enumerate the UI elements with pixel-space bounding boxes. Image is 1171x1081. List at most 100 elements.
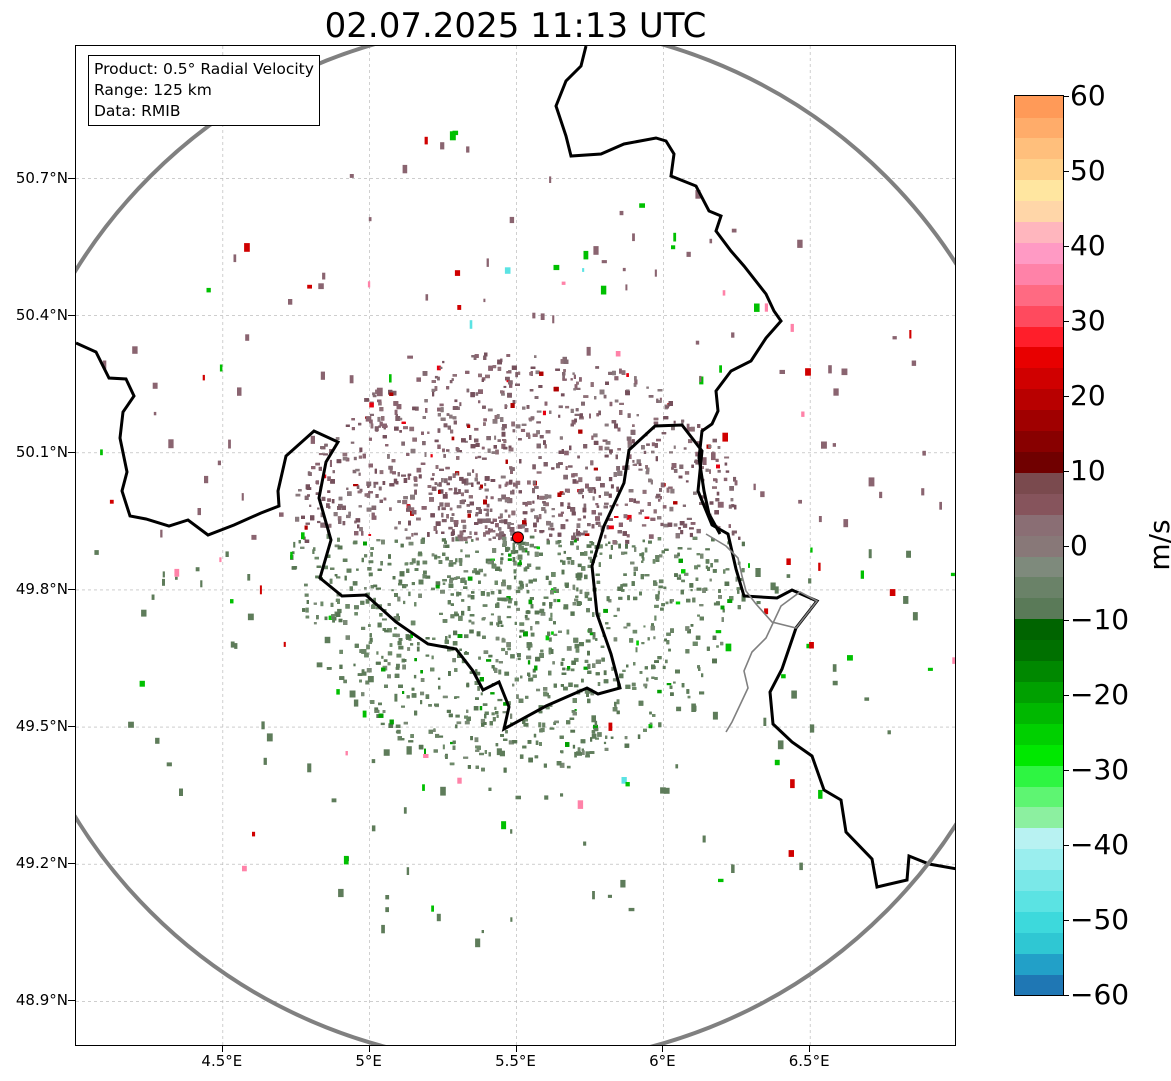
map-title: 02.07.2025 11:13 UTC (324, 6, 707, 46)
lat-tick (68, 177, 75, 179)
colorbar-segment (1015, 137, 1063, 160)
colorbar-segment (1015, 911, 1063, 933)
graticule (76, 46, 955, 1045)
colorbar-segment (1015, 890, 1063, 912)
lon-tick-label: 4.5°E (201, 1052, 243, 1070)
lon-tick (221, 1046, 223, 1052)
lat-tick (68, 451, 75, 453)
lon-tick-label: 5°E (355, 1052, 382, 1070)
info-product: Product: 0.5° Radial Velocity (94, 60, 314, 78)
radar-map[interactable] (75, 45, 956, 1046)
colorbar-segment (1015, 597, 1063, 620)
lat-tick-label: 49.2°N (15, 854, 68, 873)
colorbar-tick-label: 60 (1070, 79, 1106, 112)
colorbar-segment (1015, 953, 1063, 975)
colorbar-segment (1015, 639, 1063, 662)
colorbar-segment (1015, 869, 1063, 892)
colorbar-tick (1063, 995, 1069, 996)
lat-tick-label: 50.7°N (15, 168, 68, 187)
colorbar-tick-label: 40 (1070, 228, 1106, 262)
colorbar-tick (1063, 920, 1069, 922)
border-be-de (554, 46, 783, 535)
colorbar-tick (1063, 395, 1069, 397)
colorbar-segment (1015, 555, 1063, 578)
colorbar-segment (1015, 305, 1063, 327)
colorbar-tick (1063, 770, 1069, 772)
lon-tick (368, 1046, 370, 1052)
colorbar-segment (1015, 806, 1063, 829)
colorbar-segment (1015, 409, 1063, 432)
colorbar-tick-label: 10 (1070, 453, 1106, 487)
colorbar-tick (1063, 620, 1069, 622)
colorbar-segment (1015, 723, 1063, 745)
range-ring (76, 46, 955, 1045)
colorbar-segment (1015, 660, 1063, 682)
country-borders (76, 46, 955, 889)
colorbar-segment (1015, 744, 1063, 766)
colorbar-segment (1015, 179, 1063, 202)
colorbar-tick-label: −40 (1070, 828, 1130, 862)
colorbar-segment (1015, 493, 1063, 515)
border-be-fr (76, 341, 955, 889)
colorbar-segment (1015, 221, 1063, 243)
colorbar-segment (1015, 367, 1063, 390)
colorbar-segment (1015, 388, 1063, 411)
lat-tick-label: 49.8°N (15, 579, 68, 598)
colorbar-segment (1015, 618, 1063, 641)
lon-tick (809, 1046, 811, 1052)
radar-site-marker (511, 531, 524, 544)
colorbar-tick-label: 30 (1070, 303, 1106, 337)
radar-map-canvas (76, 46, 955, 1045)
colorbar-segment (1015, 200, 1063, 223)
lat-tick (68, 314, 75, 316)
colorbar-segment (1015, 681, 1063, 703)
lat-tick (68, 863, 75, 865)
colorbar-tick (1063, 320, 1069, 322)
colorbar-segment (1015, 827, 1063, 850)
colorbar-tick-label: 50 (1070, 153, 1106, 187)
colorbar-tick (1063, 96, 1069, 97)
colorbar-tick-label: −50 (1070, 903, 1130, 937)
colorbar-tick-label: 0 (1070, 528, 1088, 562)
colorbar-tick (1063, 170, 1069, 172)
colorbar-segment (1015, 325, 1063, 348)
colorbar-tick-label: 20 (1070, 378, 1106, 412)
colorbar-tick-label: −20 (1070, 678, 1130, 712)
colorbar-segment (1015, 96, 1063, 118)
colorbar-segment (1015, 974, 1063, 995)
lon-tick-label: 5.5°E (495, 1052, 536, 1070)
lon-tick-label: 6°E (649, 1052, 676, 1070)
colorbar-segment (1015, 702, 1063, 724)
lat-tick-label: 48.9°N (15, 991, 68, 1010)
colorbar-segment (1015, 785, 1063, 808)
lat-tick (68, 1000, 75, 1002)
colorbar-segment (1015, 514, 1063, 536)
info-data-source: Data: RMIB (94, 102, 181, 120)
colorbar-segment (1015, 116, 1063, 139)
colorbar-segment (1015, 765, 1063, 787)
velocity-colorbar (1014, 95, 1064, 996)
colorbar-segment (1015, 848, 1063, 871)
lat-tick-label: 49.5°N (15, 717, 68, 736)
velocity-echoes (94, 130, 955, 948)
lat-tick (68, 588, 75, 590)
colorbar-tick (1063, 470, 1069, 472)
colorbar-tick (1063, 695, 1069, 697)
colorbar-segment (1015, 472, 1063, 494)
colorbar-segment (1015, 932, 1063, 954)
lon-tick (515, 1046, 517, 1052)
colorbar-tick-label: −10 (1070, 603, 1130, 637)
colorbar-segment (1015, 346, 1063, 369)
colorbar-unit-label: m/s (1143, 519, 1171, 571)
colorbar-segment (1015, 451, 1063, 473)
colorbar-tick (1063, 545, 1069, 547)
colorbar-tick-label: −60 (1070, 978, 1130, 1011)
lat-tick-label: 50.1°N (15, 442, 68, 461)
colorbar-segment (1015, 576, 1063, 599)
colorbar-tick (1063, 845, 1069, 847)
lon-tick (662, 1046, 664, 1052)
colorbar-segment (1015, 535, 1063, 557)
colorbar-tick (1063, 245, 1069, 247)
colorbar-segment (1015, 263, 1063, 285)
colorbar-tick-label: −30 (1070, 753, 1130, 787)
